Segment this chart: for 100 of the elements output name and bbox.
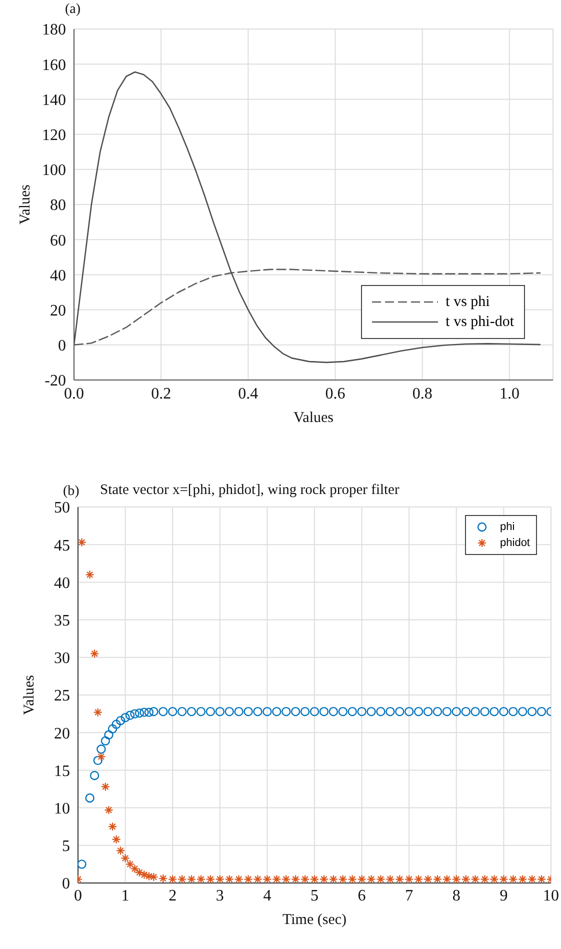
point (104, 730, 114, 740)
y-tick-label: 40 (54, 574, 70, 592)
chart-title: State vector x=[phi, phidot], wing rock proper filter (100, 482, 400, 499)
point (108, 724, 118, 734)
point (144, 708, 154, 717)
point (78, 860, 86, 869)
point (470, 706, 480, 716)
point (432, 706, 442, 716)
y-tick-label: 100 (42, 162, 66, 180)
point (290, 706, 300, 716)
x-tick-label: 1 (121, 887, 130, 904)
x-tick-label: 2 (168, 887, 177, 904)
point (508, 706, 518, 716)
point (196, 706, 206, 716)
x-tick-label: 10 (543, 887, 559, 904)
text: (b) (63, 484, 80, 500)
y-tick-label: 50 (54, 500, 70, 517)
point (168, 706, 178, 716)
point (112, 720, 121, 729)
point (206, 706, 216, 716)
point (518, 706, 528, 716)
point (404, 706, 414, 716)
x-tick-label: 1.0 (499, 385, 520, 402)
point (386, 706, 395, 716)
point (244, 706, 253, 716)
y-tick-label: 30 (54, 650, 70, 668)
y-tick-label: 80 (50, 197, 66, 214)
x-tick-label: 5 (310, 887, 318, 904)
x-axis-title: Values (294, 410, 334, 426)
y-tick-label: 35 (54, 612, 70, 630)
point (319, 706, 329, 716)
x-tick-label: 3 (216, 887, 224, 904)
legend-label: t vs phi (446, 293, 490, 312)
point (328, 706, 338, 716)
point (452, 706, 461, 716)
point (310, 706, 320, 716)
text: (a) (65, 2, 81, 18)
point (125, 710, 135, 720)
x-axis-title: Time (sec) (282, 912, 347, 928)
point (134, 708, 144, 718)
y-tick-label: 5 (62, 838, 70, 856)
point (490, 706, 499, 716)
point (100, 736, 110, 746)
x-tick-label: 0 (74, 887, 82, 904)
point (116, 716, 126, 726)
point (140, 708, 149, 717)
x-tick-label: 0.6 (325, 385, 346, 402)
y-tick-label: 0 (58, 338, 66, 355)
point (96, 744, 106, 754)
point (536, 706, 546, 716)
point (480, 706, 490, 716)
point (366, 706, 376, 716)
point (130, 709, 140, 718)
point (442, 706, 452, 716)
y-tick-label: 20 (50, 302, 66, 320)
x-tick-label: 8 (452, 887, 460, 904)
point (215, 706, 224, 716)
y-tick-label: 60 (50, 232, 66, 250)
y-tick-label: 40 (50, 267, 66, 284)
x-tick-label: 0.0 (64, 385, 84, 402)
point (376, 706, 386, 716)
y-tick-label: 180 (42, 22, 66, 39)
y-tick-label: 140 (42, 92, 66, 109)
y-tick-label: 120 (42, 126, 66, 144)
x-tick-label: 0.2 (151, 385, 172, 402)
x-tick-label: 4 (263, 887, 272, 904)
point (461, 706, 470, 716)
legend-label: phi (500, 520, 515, 535)
point (149, 706, 158, 716)
y-tick-label: 15 (54, 762, 70, 780)
x-tick-label: 6 (358, 887, 366, 904)
point (93, 756, 102, 766)
y-tick-label: 160 (42, 56, 66, 74)
point (186, 706, 196, 716)
x-tick-label: 0.4 (238, 385, 258, 402)
point (262, 706, 272, 716)
legend-label: phidot (500, 536, 530, 551)
point (357, 706, 366, 716)
point (224, 706, 234, 716)
point (338, 706, 348, 716)
point (395, 706, 404, 716)
point (300, 706, 310, 716)
y-axis-title: Values (17, 184, 34, 224)
point (499, 706, 508, 716)
y-tick-label: 0 (62, 876, 70, 893)
point (85, 793, 94, 803)
point (120, 712, 130, 722)
point (348, 706, 357, 716)
y-tick-label: 20 (54, 725, 70, 742)
y-tick-label: -20 (44, 372, 66, 390)
point (282, 706, 291, 716)
point (414, 706, 424, 716)
point (177, 706, 187, 716)
point (253, 706, 262, 716)
y-axis-title: Values (21, 674, 38, 715)
x-tick-label: 7 (405, 887, 414, 904)
point (423, 706, 433, 716)
y-tick-label: 25 (54, 688, 70, 705)
y-tick-label: 45 (54, 537, 70, 554)
x-tick-label: 0.8 (412, 385, 432, 402)
